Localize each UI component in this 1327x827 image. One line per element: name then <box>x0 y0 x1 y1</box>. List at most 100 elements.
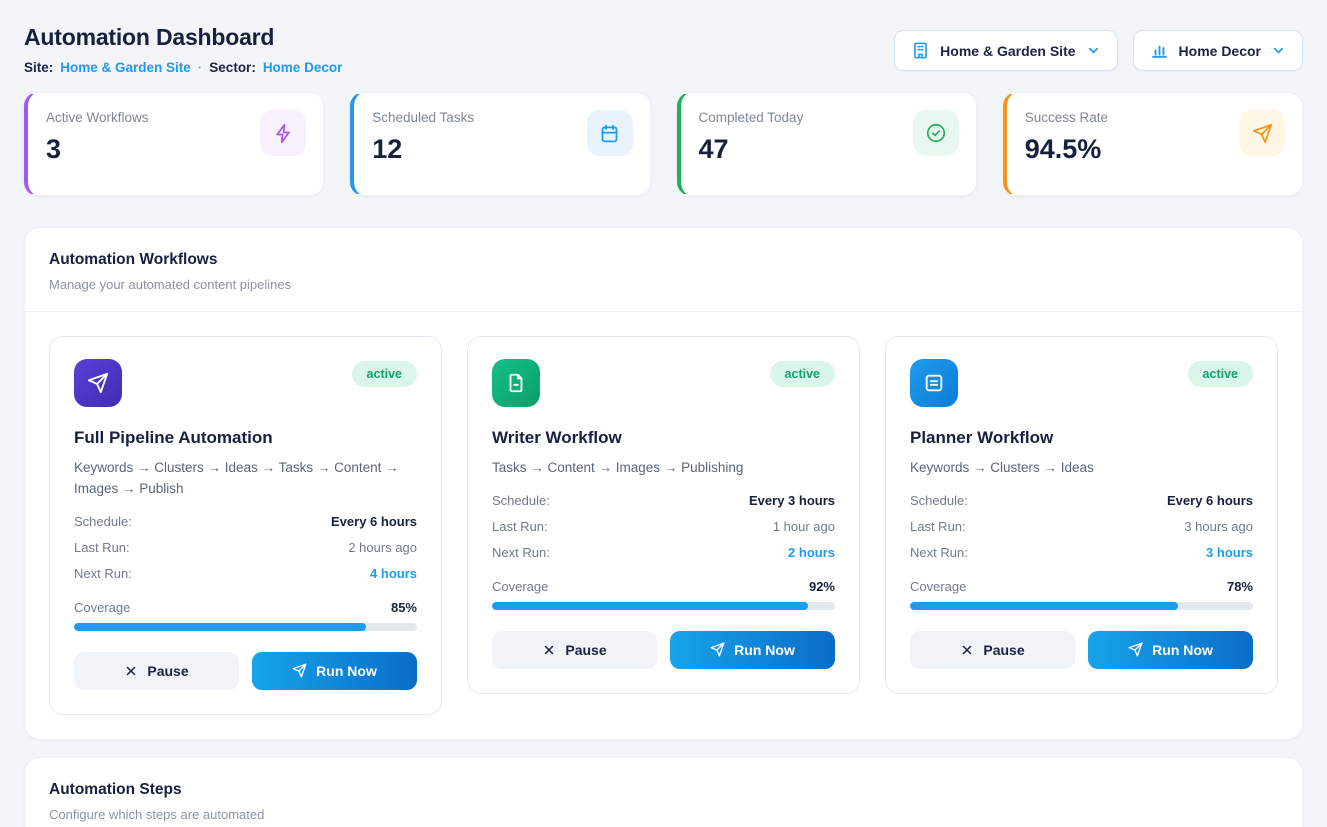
coverage-value: 78% <box>1226 578 1253 594</box>
sector-selector-label: Home Decor <box>1178 42 1261 59</box>
schedule-label: Schedule: <box>492 492 550 508</box>
send-icon <box>74 359 122 407</box>
sector-selector-dropdown[interactable]: Home Decor <box>1132 30 1303 71</box>
workflow-grid: active Full Pipeline Automation Keywords… <box>49 336 1278 715</box>
last-run-value: 1 hour ago <box>772 518 835 534</box>
coverage-label: Coverage <box>492 578 549 594</box>
site-selector-label: Home & Garden Site <box>940 42 1076 59</box>
run-now-button-label: Run Now <box>1152 641 1213 658</box>
coverage-block: Coverage 78% <box>910 579 1253 610</box>
header-controls: Home & Garden Site Home Decor <box>894 30 1303 71</box>
coverage-value: 92% <box>808 578 835 594</box>
workflow-card-top: active <box>910 359 1253 407</box>
stat-value: 47 <box>698 134 729 164</box>
stat-label: Scheduled Tasks <box>372 110 475 125</box>
workflow-card-planner: active Planner Workflow Keywords → Clust… <box>885 336 1278 694</box>
section-subtitle: Configure which steps are automated <box>49 806 265 822</box>
workflow-title: Planner Workflow <box>910 428 1054 447</box>
coverage-progress-bar <box>74 622 417 631</box>
send-icon <box>710 642 725 657</box>
workflow-pipeline: Keywords → Clusters → Ideas <box>910 460 1094 475</box>
workflows-section-body: active Full Pipeline Automation Keywords… <box>25 312 1302 739</box>
pause-button-label: Pause <box>147 662 189 679</box>
x-icon <box>124 664 138 678</box>
workflow-card-top: active <box>74 359 417 407</box>
sector-link[interactable]: Home Decor <box>262 60 343 75</box>
sector-label: Sector: <box>209 60 256 75</box>
workflow-meta: Schedule: Every 6 hours Last Run: 2 hours … <box>74 514 417 581</box>
workflow-title: Full Pipeline Automation <box>74 428 273 447</box>
page-header: Automation Dashboard Site: Home & Garden… <box>24 24 1303 75</box>
coverage-label: Coverage <box>74 599 131 615</box>
run-now-button-label: Run Now <box>316 662 377 679</box>
stat-card-active-workflows: Active Workflows 3 <box>24 92 325 196</box>
breadcrumb: Site: Home & Garden Site · Sector: Home … <box>24 60 342 75</box>
next-run-value: 2 hours <box>788 544 835 560</box>
calendar-icon <box>586 110 633 156</box>
stat-value: 12 <box>372 134 403 164</box>
stat-label: Success Rate <box>1024 110 1109 125</box>
pause-button[interactable]: Pause <box>492 630 657 669</box>
pause-button-label: Pause <box>565 641 607 658</box>
last-run-value: 3 hours ago <box>1184 518 1253 534</box>
bar-chart-icon <box>1150 41 1169 60</box>
workflow-actions: Pause Run Now <box>74 651 417 690</box>
status-badge: active <box>769 361 835 387</box>
coverage-label: Coverage <box>910 578 967 594</box>
pause-button[interactable]: Pause <box>74 651 239 690</box>
workflow-meta: Schedule: Every 6 hours Last Run: 3 hours … <box>910 493 1253 560</box>
workflow-actions: Pause Run Now <box>910 630 1253 669</box>
coverage-block: Coverage 85% <box>74 600 417 631</box>
meta-separator: · <box>197 60 203 75</box>
last-run-label: Last Run: <box>492 518 548 534</box>
schedule-value: Every 6 hours <box>1167 492 1253 508</box>
coverage-progress-bar <box>492 601 835 610</box>
workflow-card-full-pipeline: active Full Pipeline Automation Keywords… <box>49 336 442 715</box>
section-title: Automation Workflows <box>49 251 218 268</box>
workflows-section-header: Automation Workflows Manage your automat… <box>25 228 1302 312</box>
stat-card-success-rate: Success Rate 94.5% <box>1002 92 1303 196</box>
run-now-button[interactable]: Run Now <box>252 651 417 690</box>
steps-section: Automation Steps Configure which steps a… <box>24 756 1303 827</box>
stat-label: Completed Today <box>698 110 804 125</box>
site-selector-dropdown[interactable]: Home & Garden Site <box>894 30 1118 71</box>
schedule-label: Schedule: <box>910 492 968 508</box>
coverage-block: Coverage 92% <box>492 579 835 610</box>
next-run-label: Next Run: <box>74 565 132 581</box>
run-now-button[interactable]: Run Now <box>670 630 835 669</box>
run-now-button[interactable]: Run Now <box>1088 630 1253 669</box>
stat-card-completed-today: Completed Today 47 <box>676 92 977 196</box>
list-square-icon <box>910 359 958 407</box>
next-run-value: 4 hours <box>370 565 417 581</box>
next-run-value: 3 hours <box>1206 544 1253 560</box>
workflow-meta: Schedule: Every 3 hours Last Run: 1 hour a… <box>492 493 835 560</box>
stats-row: Active Workflows 3 Scheduled Tasks 12 Co… <box>24 92 1303 196</box>
status-badge: active <box>351 361 417 387</box>
building-icon <box>911 41 930 60</box>
schedule-label: Schedule: <box>74 513 132 529</box>
workflows-section: Automation Workflows Manage your automat… <box>24 227 1303 740</box>
pause-button[interactable]: Pause <box>910 630 1075 669</box>
stat-value: 94.5% <box>1024 134 1102 164</box>
stat-value: 3 <box>46 134 62 164</box>
workflow-title: Writer Workflow <box>492 428 622 447</box>
send-icon <box>292 663 307 678</box>
x-icon <box>542 643 556 657</box>
check-circle-icon <box>912 110 959 156</box>
send-icon <box>1128 642 1143 657</box>
workflow-card-top: active <box>492 359 835 407</box>
site-link[interactable]: Home & Garden Site <box>60 60 191 75</box>
chevron-down-icon <box>1086 43 1101 58</box>
workflow-pipeline: Keywords → Clusters → Ideas → Tasks → Co… <box>74 460 399 496</box>
send-icon <box>1239 110 1285 156</box>
chevron-down-icon <box>1271 43 1286 58</box>
section-title: Automation Steps <box>49 780 182 798</box>
stat-card-scheduled-tasks: Scheduled Tasks 12 <box>350 92 651 196</box>
x-icon <box>960 643 974 657</box>
file-text-icon <box>492 359 540 407</box>
coverage-progress-bar <box>910 601 1253 610</box>
pause-button-label: Pause <box>983 641 1025 658</box>
schedule-value: Every 3 hours <box>749 492 835 508</box>
site-label: Site: <box>24 60 54 75</box>
